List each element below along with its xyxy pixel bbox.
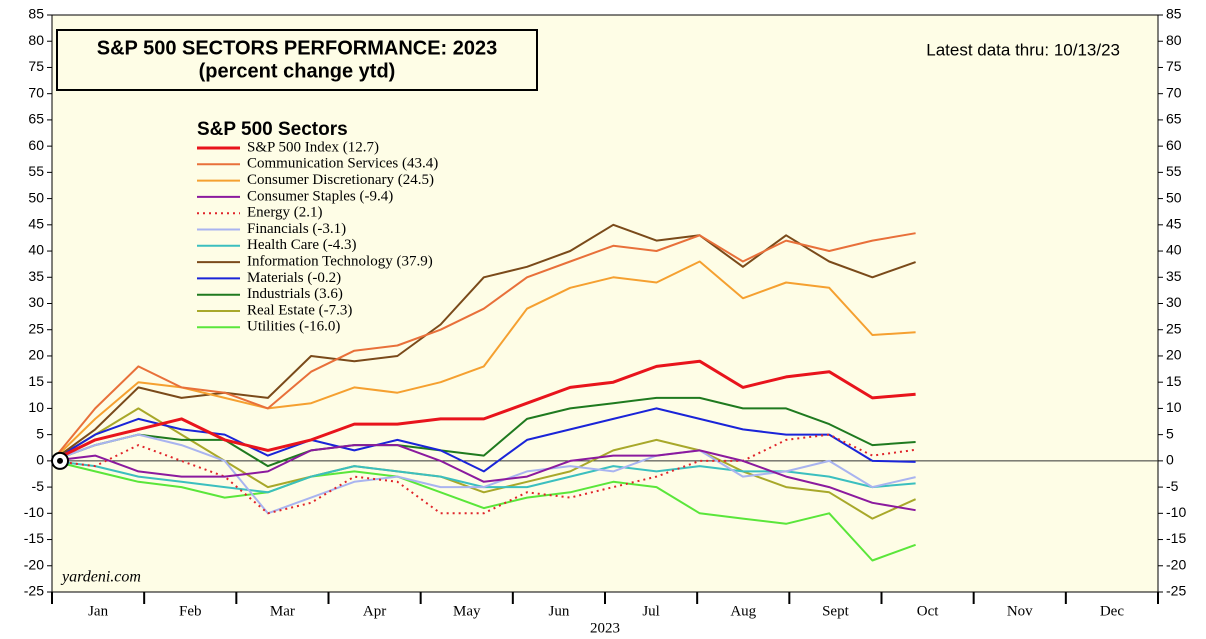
series-line bbox=[51, 433, 916, 515]
y-tick-label: 45 bbox=[1166, 216, 1182, 232]
x-tick-label: Feb bbox=[179, 603, 202, 619]
y-tick-label: 45 bbox=[28, 216, 44, 232]
legend-label: Communication Services (43.4) bbox=[247, 156, 438, 172]
title-box bbox=[56, 29, 538, 91]
y-tick-label: 15 bbox=[28, 373, 44, 389]
y-tick-label: 65 bbox=[1166, 111, 1182, 127]
x-axis-label: 2023 bbox=[590, 620, 620, 636]
plot-area bbox=[51, 14, 1159, 593]
y-tick-label: 0 bbox=[1166, 452, 1174, 468]
y-tick-label: 35 bbox=[1166, 268, 1182, 284]
y-tick-label: 85 bbox=[28, 6, 44, 22]
y-tick-label: -20 bbox=[1166, 556, 1186, 572]
x-tick-label: May bbox=[453, 603, 481, 619]
series-line bbox=[51, 407, 917, 520]
y-tick-label: 65 bbox=[28, 111, 44, 127]
y-tick-label: 75 bbox=[28, 58, 44, 74]
y-tick-label: -10 bbox=[24, 504, 44, 520]
legend-title: S&P 500 Sectors bbox=[197, 119, 348, 140]
series-line bbox=[51, 459, 916, 562]
series-line bbox=[51, 223, 916, 462]
legend-label: Consumer Discretionary (24.5) bbox=[247, 172, 434, 188]
x-tick-label: Apr bbox=[363, 603, 386, 619]
legend-label: Industrials (3.6) bbox=[247, 286, 343, 302]
y-tick-label: 80 bbox=[1166, 32, 1182, 48]
y-tick-label: 20 bbox=[1166, 347, 1182, 363]
x-tick-label: Jul bbox=[642, 603, 660, 619]
legend-label: Consumer Staples (-9.4) bbox=[247, 188, 393, 204]
y-tick-label: 30 bbox=[28, 294, 44, 310]
y-tick-label: 40 bbox=[28, 242, 44, 258]
y-tick-label: 60 bbox=[1166, 137, 1182, 153]
y-tick-label: 55 bbox=[28, 163, 44, 179]
y-tick-label: -5 bbox=[32, 478, 45, 494]
annotation: Latest data thru: 10/13/23 bbox=[926, 40, 1120, 59]
y-tick-label: 35 bbox=[28, 268, 44, 284]
y-tick-label: 50 bbox=[28, 189, 44, 205]
series-line bbox=[51, 232, 916, 462]
y-tick-label: 0 bbox=[36, 452, 44, 468]
legend-label: Financials (-3.1) bbox=[247, 221, 346, 237]
x-tick-label: Jan bbox=[88, 603, 108, 619]
series-line bbox=[51, 359, 916, 463]
y-tick-label: 15 bbox=[1166, 373, 1182, 389]
chart-subtitle: (percent change ytd) bbox=[199, 60, 396, 82]
x-tick-label: Dec bbox=[1100, 603, 1124, 619]
series-line bbox=[51, 433, 916, 515]
legend-label: Materials (-0.2) bbox=[247, 270, 341, 286]
y-tick-label: 70 bbox=[28, 84, 44, 100]
y-tick-label: -25 bbox=[24, 583, 44, 599]
y-tick-label: 30 bbox=[1166, 294, 1182, 310]
y-tick-label: 55 bbox=[1166, 163, 1182, 179]
legend-label: Energy (2.1) bbox=[247, 205, 323, 221]
y-tick-label: 80 bbox=[28, 32, 44, 48]
origin-marker bbox=[57, 457, 63, 464]
x-tick-label: Jun bbox=[548, 603, 569, 619]
legend-label: Utilities (-16.0) bbox=[247, 319, 340, 335]
series-line bbox=[51, 396, 916, 468]
y-tick-label: -15 bbox=[1166, 530, 1186, 546]
y-tick-label: 20 bbox=[28, 347, 44, 363]
y-tick-label: -20 bbox=[24, 556, 44, 572]
legend-label: Health Care (-4.3) bbox=[247, 237, 357, 253]
y-tick-label: 10 bbox=[1166, 399, 1182, 415]
y-tick-label: 60 bbox=[28, 137, 44, 153]
series-line bbox=[51, 407, 916, 473]
x-tick-label: Oct bbox=[917, 603, 939, 619]
y-tick-label: 25 bbox=[28, 320, 44, 336]
y-tick-label: -10 bbox=[1166, 504, 1186, 520]
y-tick-label: 5 bbox=[1166, 425, 1174, 441]
x-tick-label: Sept bbox=[822, 603, 850, 619]
source: yardeni.com bbox=[60, 569, 141, 586]
legend-label: Information Technology (37.9) bbox=[247, 254, 433, 270]
y-tick-label: -15 bbox=[24, 530, 44, 546]
y-tick-label: 70 bbox=[1166, 84, 1182, 100]
chart-title: S&P 500 SECTORS PERFORMANCE: 2023 bbox=[97, 37, 498, 59]
y-tick-label: -25 bbox=[1166, 583, 1186, 599]
legend-label: Real Estate (-7.3) bbox=[247, 302, 352, 318]
y-tick-label: 85 bbox=[1166, 6, 1182, 22]
series-line bbox=[51, 444, 916, 512]
series-line bbox=[51, 260, 916, 462]
y-tick-label: 50 bbox=[1166, 189, 1182, 205]
x-tick-label: Aug bbox=[730, 603, 756, 619]
x-tick-label: Mar bbox=[270, 603, 295, 619]
y-tick-label: 25 bbox=[1166, 320, 1182, 336]
y-tick-label: 75 bbox=[1166, 58, 1182, 74]
y-tick-label: -5 bbox=[1166, 478, 1179, 494]
x-tick-label: Nov bbox=[1007, 603, 1033, 619]
legend-label: S&P 500 Index (12.7) bbox=[247, 139, 379, 155]
y-tick-label: 10 bbox=[28, 399, 44, 415]
y-tick-label: 5 bbox=[36, 425, 44, 441]
y-tick-label: 40 bbox=[1166, 242, 1182, 258]
